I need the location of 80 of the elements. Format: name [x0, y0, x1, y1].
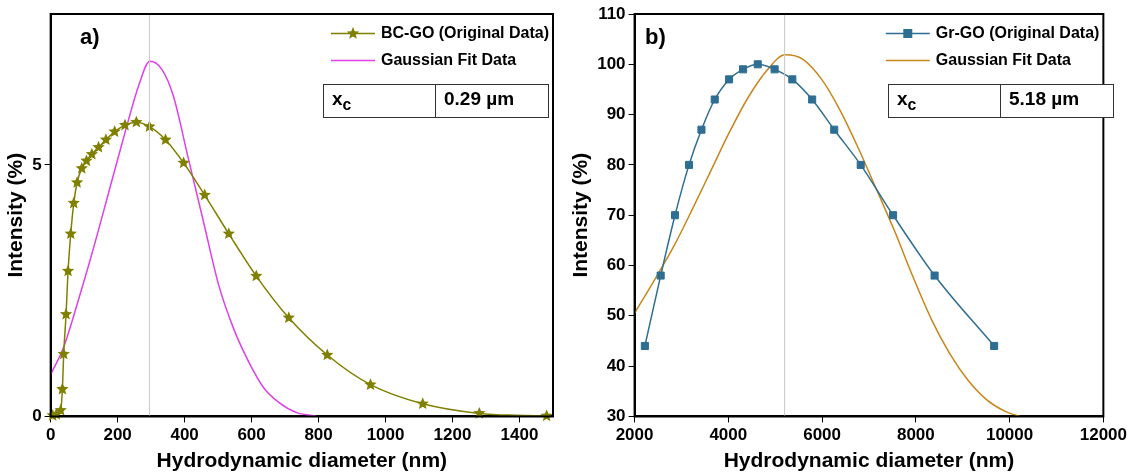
annotation: x$_{c}$: [896, 87, 918, 115]
point: [61, 264, 75, 277]
point: [990, 341, 999, 351]
point: [710, 95, 719, 104]
point: [59, 307, 73, 320]
point: [364, 378, 377, 390]
x-tick-label: 2000: [615, 425, 654, 445]
point: [725, 75, 734, 84]
point: [739, 65, 748, 74]
point: [640, 341, 649, 351]
point: [282, 311, 295, 324]
legend-label: Gr-GO (Original Data): [935, 23, 1100, 41]
point: [57, 347, 70, 360]
y-tick-label: 30: [606, 406, 626, 426]
point: [222, 227, 235, 240]
point: [85, 147, 99, 160]
point: [770, 65, 779, 74]
x-tick-label: 4000: [709, 425, 748, 445]
x-tick-label: 400: [170, 425, 199, 445]
point: [67, 196, 80, 209]
x-axis-title: Hydrodynamic diameter (nm): [156, 448, 448, 472]
point: [808, 95, 817, 104]
y-tick-label: 90: [606, 104, 626, 124]
y-tick-label: 40: [606, 355, 626, 375]
point: [889, 211, 898, 220]
point: [118, 118, 132, 131]
x-tick-label: 12000: [1079, 425, 1127, 445]
y-tick-label: 100: [597, 53, 626, 73]
annotation: 0.29 µm: [435, 85, 548, 117]
y-tick-label: 60: [606, 255, 626, 275]
point: [70, 176, 84, 188]
point: [54, 403, 67, 416]
point: [656, 271, 665, 280]
y-tick-label: 110: [598, 3, 626, 23]
point: [159, 133, 172, 146]
point: [250, 269, 263, 282]
y-tick-label: 5: [32, 154, 42, 174]
point: [788, 75, 797, 84]
y-tick-label: 50: [606, 305, 626, 325]
point: [108, 125, 121, 137]
x-tick-label: 1200: [433, 425, 472, 445]
point: [830, 125, 839, 134]
x-tick-label: 800: [304, 425, 333, 445]
point: [75, 161, 88, 174]
y-tick-label: 80: [606, 154, 626, 174]
x-tick-label: 1000: [366, 425, 405, 445]
point: [697, 125, 706, 134]
annotation: 5.18 µm: [1000, 85, 1113, 117]
x-tick-label: 10000: [985, 425, 1034, 445]
point: [416, 397, 429, 410]
point: [130, 115, 143, 128]
legend-label: Gaussian Fit Data: [935, 50, 1072, 68]
x-tick-label: 600: [237, 425, 266, 445]
x-tick-label: 0: [45, 425, 56, 445]
x-tick-label: 6000: [803, 425, 841, 445]
y-axis-title: Intensity (%): [3, 152, 27, 278]
point: [92, 140, 105, 153]
y-tick-label: 70: [606, 204, 626, 224]
annotation: x$_{c}$: [331, 87, 353, 115]
point: [177, 156, 190, 169]
x-axis-title: Hydrodynamic diameter (nm): [723, 448, 1015, 472]
y-axis-title: Intensity (%): [568, 152, 592, 278]
point: [64, 227, 77, 240]
point: [930, 271, 939, 280]
point: [753, 60, 762, 69]
annotation: b): [645, 24, 666, 50]
point: [80, 154, 93, 167]
point: [99, 133, 113, 146]
legend-label: Gaussian Fit Data: [380, 50, 517, 68]
point: [56, 382, 69, 395]
x-tick-label: 1400: [500, 425, 539, 445]
point: [684, 160, 694, 169]
point: [198, 188, 211, 201]
point: [321, 348, 334, 361]
legend-label: BC-GO (Original Data): [380, 23, 550, 41]
x-tick-label: 8000: [896, 425, 935, 445]
point: [670, 211, 680, 220]
annotation: a): [80, 24, 100, 50]
point: [856, 160, 865, 169]
x-tick-label: 200: [103, 425, 132, 445]
